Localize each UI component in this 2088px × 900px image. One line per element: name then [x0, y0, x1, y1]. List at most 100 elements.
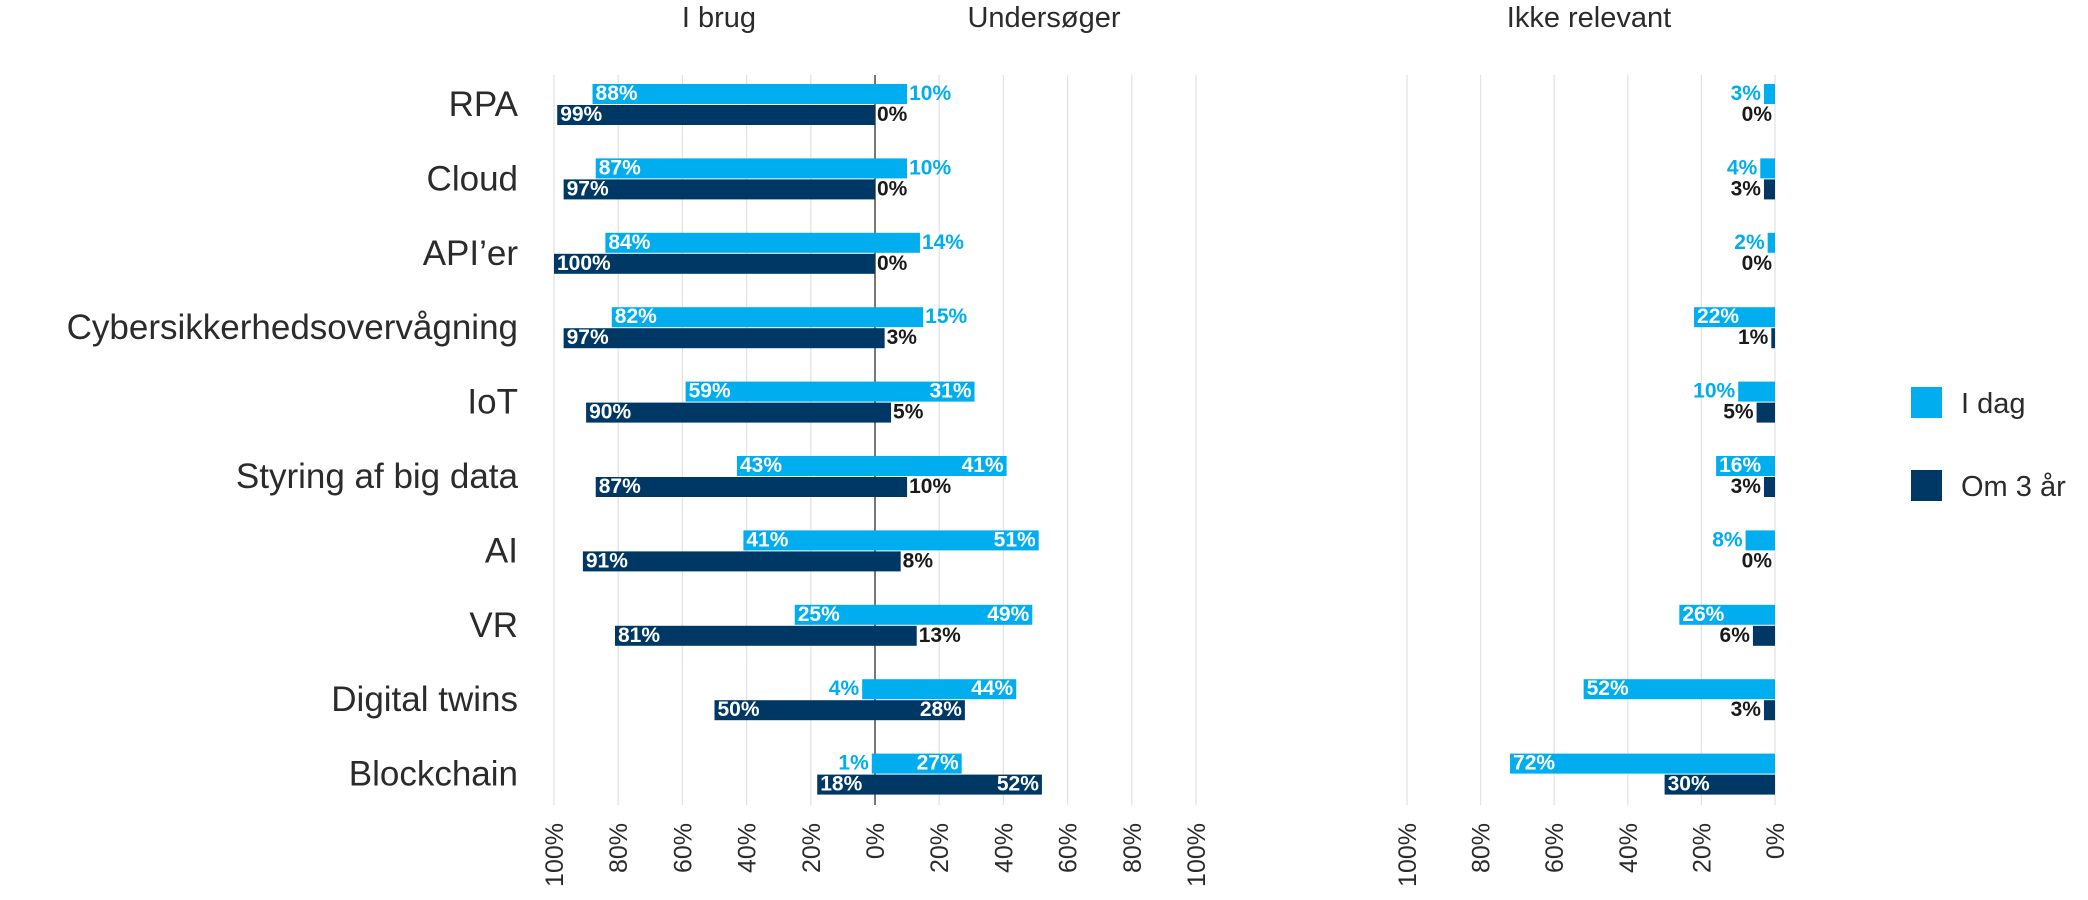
- category-label: Cloud: [427, 159, 518, 198]
- bar-ikke-relevant: [1756, 402, 1775, 423]
- data-label: 3%: [1731, 475, 1762, 498]
- bar-i-brug: [557, 105, 875, 125]
- axis-tick-label: 40%: [1615, 823, 1643, 873]
- bar-undersoeger: [875, 477, 908, 497]
- bar-ikke-relevant: [1745, 530, 1775, 551]
- data-label: 91%: [586, 549, 628, 572]
- data-label: 5%: [893, 401, 924, 424]
- data-label: 8%: [1712, 528, 1743, 551]
- axis-tick-label: 20%: [926, 823, 954, 873]
- data-label: 59%: [689, 380, 731, 403]
- bar-ikke-relevant: [1763, 700, 1775, 721]
- data-label: 0%: [1742, 549, 1773, 572]
- bar-i-brug: [862, 679, 875, 700]
- bar-undersoeger: [875, 679, 1017, 700]
- bar-i-brug: [595, 158, 875, 179]
- bar-ikke-relevant: [1763, 477, 1775, 497]
- bar-i-brug: [605, 232, 875, 253]
- bar-i-brug: [563, 328, 875, 349]
- data-label: 0%: [1742, 252, 1773, 275]
- category-label: Digital twins: [331, 680, 518, 719]
- bar-undersoeger: [875, 328, 885, 349]
- bar-i-brug: [592, 84, 875, 104]
- axis-tick-label: 40%: [990, 823, 1018, 873]
- data-label: 10%: [909, 156, 951, 179]
- data-label: 3%: [887, 326, 918, 349]
- bar-undersoeger: [875, 456, 1007, 476]
- bar-undersoeger: [875, 232, 920, 253]
- data-label: 88%: [596, 82, 638, 105]
- bar-ikke-relevant: [1738, 381, 1775, 402]
- axis-tick-label: 100%: [1394, 823, 1422, 887]
- bar-i-brug: [736, 456, 875, 476]
- bar-undersoeger: [875, 625, 917, 646]
- category-label: Styring af big data: [236, 457, 519, 496]
- data-label: 10%: [909, 82, 951, 105]
- data-label: 72%: [1513, 752, 1555, 775]
- bar-i-brug: [794, 604, 875, 625]
- bar-i-brug: [871, 753, 875, 774]
- data-label: 50%: [718, 698, 760, 721]
- bar-undersoeger: [875, 700, 965, 721]
- data-label: 99%: [560, 103, 602, 126]
- category-label: IoT: [467, 383, 518, 422]
- bar-ikke-relevant: [1760, 158, 1775, 179]
- axis-tick-label: 40%: [734, 823, 762, 873]
- bar-undersoeger: [875, 551, 901, 572]
- data-label: 97%: [567, 177, 609, 200]
- data-label: 25%: [798, 603, 840, 626]
- data-label: 3%: [1731, 698, 1762, 721]
- bar-undersoeger: [875, 307, 924, 328]
- data-label: 10%: [1693, 380, 1735, 403]
- data-labels: 88% 10% 3%99% 0% 0%87% 10% 4%97% 0% 3%84% 14% 2%10…: [557, 82, 1772, 796]
- bar-i-brug: [817, 774, 875, 795]
- axis-tick-label: 0%: [1762, 823, 1790, 859]
- axis-tick-label: 100%: [1183, 823, 1211, 887]
- axis-tick-label: 80%: [1468, 823, 1496, 873]
- data-label: 2%: [1734, 231, 1765, 254]
- data-label: 30%: [1668, 773, 1710, 796]
- bar-i-brug: [743, 530, 875, 551]
- category-label: Blockchain: [349, 755, 518, 794]
- bar-ikke-relevant: [1583, 679, 1775, 700]
- data-label: 31%: [929, 380, 971, 403]
- bars: [554, 84, 1775, 795]
- bar-i-brug: [611, 307, 875, 328]
- bar-undersoeger: [875, 158, 908, 179]
- data-label: 49%: [987, 603, 1029, 626]
- bar-i-brug: [586, 402, 875, 423]
- data-label: 97%: [567, 326, 609, 349]
- data-label: 84%: [608, 231, 650, 254]
- legend-swatch-om-3-aar: [1911, 470, 1942, 501]
- bar-undersoeger: [875, 402, 892, 423]
- data-label: 28%: [920, 698, 962, 721]
- bar-undersoeger: [875, 381, 975, 402]
- legend-swatch-i-dag: [1911, 387, 1942, 418]
- data-label: 90%: [589, 401, 631, 424]
- axis-tick-label: 80%: [605, 823, 633, 873]
- data-label: 41%: [746, 528, 788, 551]
- data-label: 82%: [615, 305, 657, 328]
- bar-i-brug: [554, 253, 875, 274]
- data-label: 3%: [1731, 177, 1762, 200]
- bar-undersoeger: [875, 753, 962, 774]
- data-label: 3%: [1731, 82, 1762, 105]
- legend-label-i-dag: I dag: [1961, 388, 2026, 420]
- bar-ikke-relevant: [1679, 604, 1775, 625]
- bar-i-brug: [714, 700, 875, 721]
- bar-i-brug: [614, 625, 875, 646]
- data-label: 8%: [903, 549, 934, 572]
- bar-i-brug: [595, 477, 875, 497]
- bar-ikke-relevant: [1664, 774, 1775, 795]
- data-label: 16%: [1719, 454, 1761, 477]
- category-label: API’er: [423, 234, 519, 273]
- axis-ticks: 100% 80% 60% 40% 20% 0% 20% 40% 60% 80% 100% 100% 80…: [541, 823, 1790, 887]
- axis-tick-label: 80%: [1119, 823, 1147, 873]
- bar-ikke-relevant: [1763, 84, 1775, 104]
- axis-tick-label: 100%: [541, 823, 569, 887]
- data-label: 15%: [925, 305, 967, 328]
- data-label: 100%: [557, 252, 611, 275]
- bar-ikke-relevant: [1510, 753, 1775, 774]
- data-label: 1%: [838, 752, 869, 775]
